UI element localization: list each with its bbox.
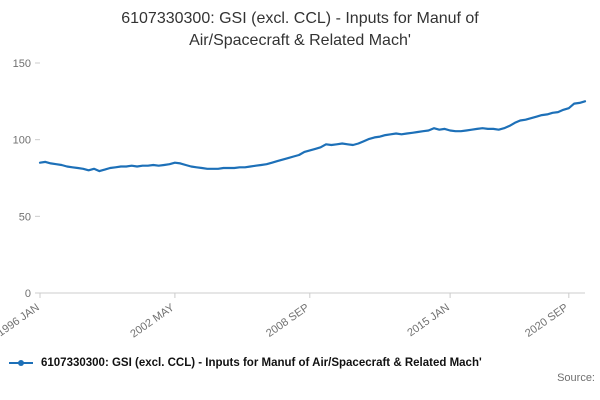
y-axis-tick-label: 150: [13, 58, 31, 70]
y-axis-tick-label: 50: [19, 211, 31, 223]
legend-line-marker: [9, 359, 33, 366]
x-axis-tick-label: 2008 SEP: [264, 301, 311, 339]
x-axis-tick-label: 2020 SEP: [523, 301, 570, 339]
source-label: Source:: [557, 371, 595, 384]
x-axis-tick-label: 1996 JAN: [0, 301, 42, 339]
chart-title: 6107330300: GSI (excl. CCL) - Inputs for…: [121, 10, 479, 50]
legend-item[interactable]: 6107330300: GSI (excl. CCL) - Inputs for…: [0, 357, 600, 369]
y-axis-tick-label: 100: [13, 134, 31, 146]
line-chart-plot: 0 50 100 150 1996 JAN 2002 MAY 2008 SEP 2015 JA…: [0, 58, 587, 340]
series-line: [38, 99, 587, 172]
legend-label: 6107330300: GSI (excl. CCL) - Inputs for…: [41, 356, 482, 369]
x-axis-tick-label: 2015 JAN: [405, 301, 452, 339]
y-axis-tick-label: 0: [25, 288, 31, 300]
x-axis-tick-label: 2002 MAY: [128, 301, 177, 340]
